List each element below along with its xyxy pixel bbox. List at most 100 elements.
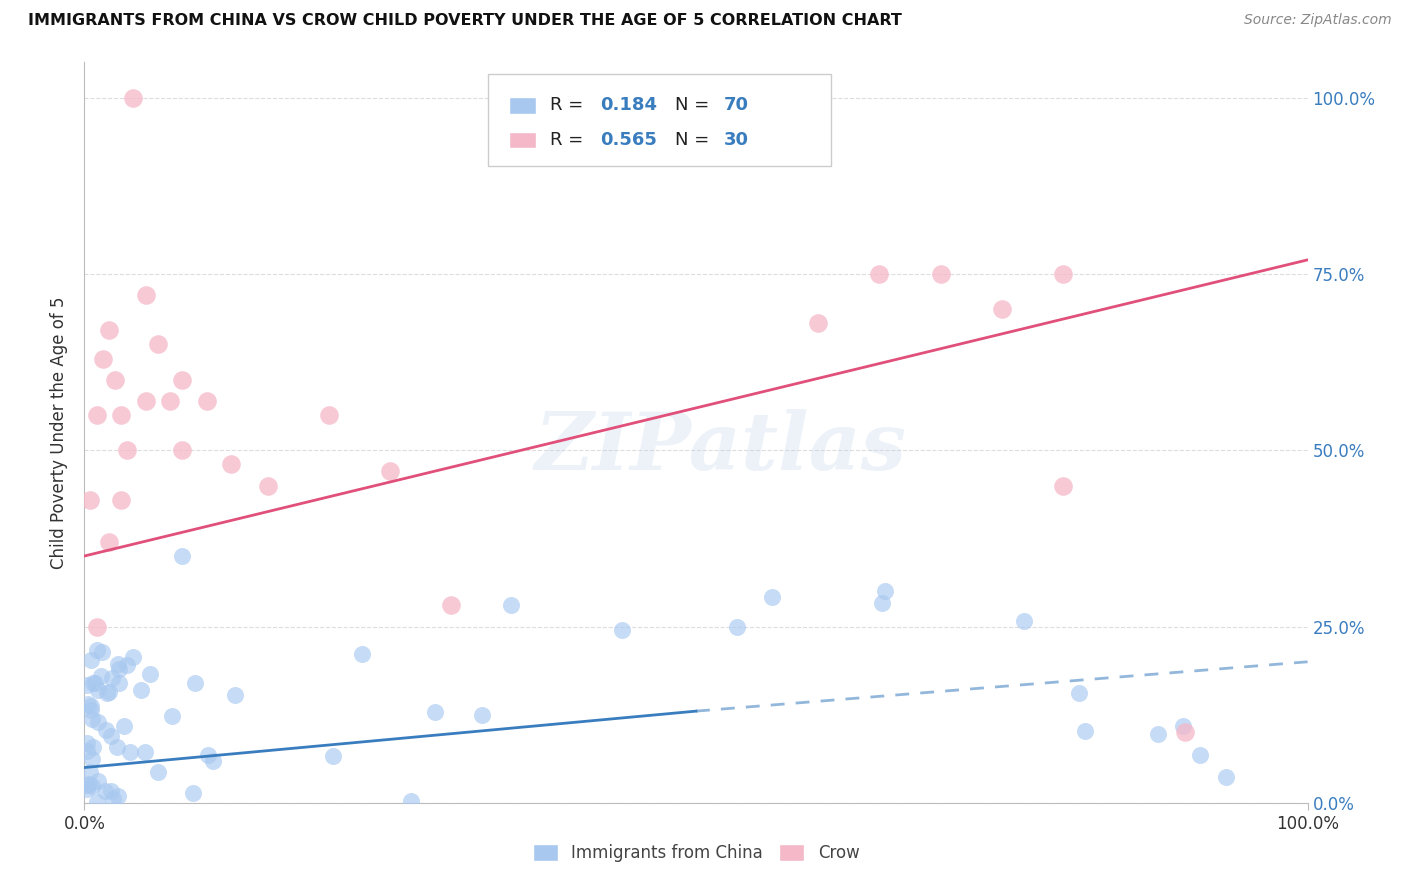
- Point: [110, 408, 132, 422]
- Point: [90, 669, 112, 683]
- Point: [499, 599, 522, 613]
- Point: [79, 703, 101, 717]
- Point: [184, 675, 207, 690]
- Point: [86, 795, 108, 809]
- Point: [96, 686, 118, 700]
- Point: [94, 723, 117, 737]
- Point: [98, 685, 121, 699]
- Point: [1012, 614, 1035, 628]
- FancyBboxPatch shape: [509, 132, 536, 148]
- Point: [110, 492, 132, 507]
- Point: [1073, 724, 1095, 739]
- Point: [97, 535, 120, 549]
- Point: [84, 676, 107, 690]
- Point: [100, 671, 122, 685]
- Point: [76, 735, 98, 749]
- Point: [257, 478, 280, 492]
- Point: [172, 443, 194, 458]
- Point: [135, 288, 157, 302]
- Point: [107, 662, 129, 676]
- Point: [104, 373, 127, 387]
- Point: [725, 619, 748, 633]
- Text: R =: R =: [550, 131, 589, 149]
- Text: 0.184: 0.184: [600, 96, 658, 114]
- Text: 70: 70: [724, 96, 749, 114]
- Point: [87, 714, 110, 729]
- Point: [77, 777, 100, 791]
- Point: [79, 492, 101, 507]
- Point: [76, 778, 98, 792]
- Text: Source: ZipAtlas.com: Source: ZipAtlas.com: [1244, 13, 1392, 28]
- Point: [103, 792, 125, 806]
- Point: [86, 642, 108, 657]
- Point: [219, 458, 242, 472]
- Point: [1174, 725, 1197, 739]
- Point: [401, 794, 423, 808]
- Point: [94, 784, 117, 798]
- Point: [100, 784, 122, 798]
- Point: [100, 730, 122, 744]
- Point: [115, 658, 138, 673]
- Point: [170, 549, 193, 563]
- Point: [112, 719, 135, 733]
- Text: N =: N =: [675, 131, 716, 149]
- Point: [807, 316, 830, 330]
- Point: [1052, 478, 1074, 492]
- Point: [86, 773, 108, 788]
- Text: R =: R =: [550, 96, 589, 114]
- Point: [105, 740, 128, 755]
- Point: [82, 676, 104, 690]
- Point: [1147, 727, 1170, 741]
- Point: [79, 653, 101, 667]
- Point: [82, 740, 104, 755]
- Point: [195, 393, 218, 408]
- Point: [1171, 719, 1194, 733]
- Point: [108, 676, 131, 690]
- Point: [471, 707, 494, 722]
- Point: [107, 789, 129, 803]
- Point: [76, 744, 98, 758]
- Text: 0.565: 0.565: [600, 131, 658, 149]
- Point: [1215, 771, 1237, 785]
- Point: [870, 596, 893, 610]
- Point: [80, 779, 103, 793]
- Point: [121, 650, 143, 665]
- Point: [162, 708, 184, 723]
- Point: [129, 682, 152, 697]
- Point: [86, 408, 108, 422]
- Point: [76, 678, 98, 692]
- Legend: Immigrants from China, Crow: Immigrants from China, Crow: [526, 837, 866, 869]
- Point: [86, 619, 108, 633]
- Point: [172, 373, 194, 387]
- FancyBboxPatch shape: [488, 73, 831, 166]
- Point: [224, 688, 246, 702]
- Point: [107, 657, 129, 671]
- Point: [612, 623, 634, 637]
- Point: [77, 697, 100, 711]
- Point: [197, 747, 219, 762]
- Point: [115, 443, 138, 458]
- Point: [97, 323, 120, 337]
- Point: [425, 706, 447, 720]
- Point: [135, 393, 157, 408]
- Y-axis label: Child Poverty Under the Age of 5: Child Poverty Under the Age of 5: [51, 296, 69, 569]
- Point: [91, 351, 114, 366]
- Point: [1052, 267, 1074, 281]
- Point: [1069, 686, 1091, 700]
- Point: [761, 591, 783, 605]
- Point: [139, 667, 162, 681]
- Point: [183, 786, 205, 800]
- Point: [90, 645, 112, 659]
- Text: N =: N =: [675, 96, 716, 114]
- Point: [201, 754, 224, 768]
- Point: [80, 752, 103, 766]
- Point: [80, 712, 103, 726]
- Point: [146, 337, 169, 351]
- Point: [440, 599, 463, 613]
- Point: [146, 765, 169, 780]
- FancyBboxPatch shape: [509, 97, 536, 113]
- Point: [352, 647, 374, 661]
- Point: [79, 764, 101, 779]
- Text: IMMIGRANTS FROM CHINA VS CROW CHILD POVERTY UNDER THE AGE OF 5 CORRELATION CHART: IMMIGRANTS FROM CHINA VS CROW CHILD POVE…: [28, 13, 903, 29]
- Point: [991, 302, 1014, 317]
